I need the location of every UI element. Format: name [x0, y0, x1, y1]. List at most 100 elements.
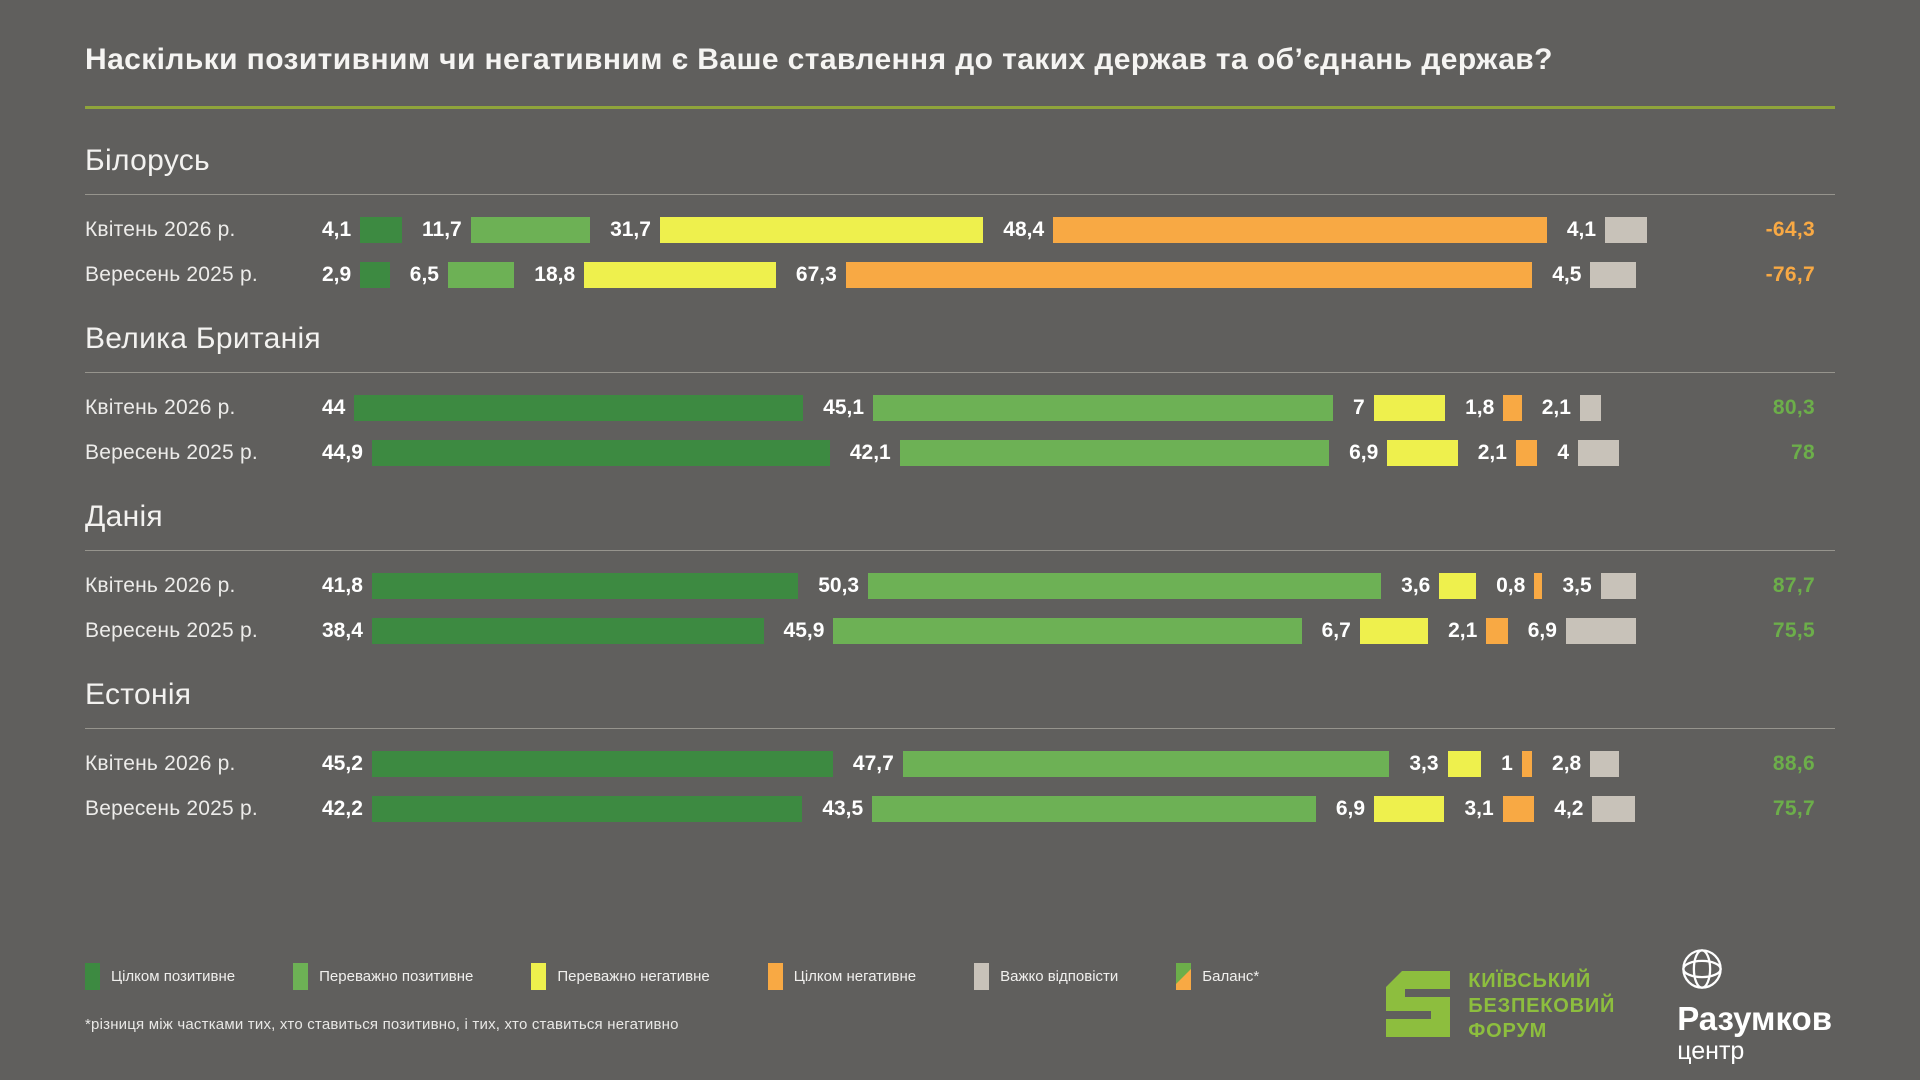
segment-bar [1486, 617, 1508, 644]
segment-value: 4,5 [1552, 262, 1582, 286]
bar-segment: 6,9 [1336, 795, 1445, 822]
legend-label: Важко відповісти [1000, 968, 1119, 985]
segment-value: 2,1 [1448, 618, 1478, 642]
bar-segment: 2,8 [1552, 750, 1619, 777]
segment-bar [902, 750, 1390, 777]
bar-segment: 50,3 [818, 572, 1382, 599]
bar-segment: 42,1 [850, 439, 1330, 466]
segment-bar [899, 439, 1330, 466]
ksf-logo-text: КИЇВСЬКИЙ БЕЗПЕКОВИЙ ФОРУМ [1468, 969, 1615, 1044]
balance-value: -64,3 [1765, 217, 1815, 241]
segment-value: 3,5 [1562, 573, 1592, 597]
ksf-logo-icon [1386, 971, 1451, 1042]
country-section: Данія Квітень 2026 р. 41,8 50,3 3,6 0,8 3,5 87,… [85, 499, 1835, 653]
segment-value: 45,2 [322, 751, 363, 775]
segment-value: 4 [1557, 440, 1569, 464]
segment-bar [1373, 394, 1446, 421]
segment-value: 4,2 [1554, 796, 1584, 820]
segment-value: 31,7 [610, 217, 651, 241]
segment-bar [1359, 617, 1429, 644]
bar-segment: 2,1 [1542, 394, 1602, 421]
survey-row: Квітень 2026 р. 45,2 47,7 3,3 1 2,8 88,6 [85, 741, 1835, 786]
segment-bar [1503, 394, 1522, 421]
title-underline [85, 106, 1835, 109]
segment-bar [1374, 795, 1445, 822]
country-title: Данія [85, 500, 163, 533]
segment-value: 45,1 [823, 395, 865, 419]
row-period-label: Квітень 2026 р. [85, 395, 236, 419]
segment-value: 3,3 [1409, 751, 1439, 775]
bar-segment: 1,8 [1465, 394, 1522, 421]
segment-value: 44 [322, 395, 346, 419]
segment-bar [1502, 795, 1535, 822]
bar-segment: 42,2 [322, 795, 803, 822]
segment-value: 42,2 [322, 796, 363, 820]
balance-value: -76,7 [1765, 262, 1815, 286]
bar-segment: 18,8 [534, 261, 776, 288]
bar-segment: 3,1 [1464, 795, 1535, 822]
page-title: Наскільки позитивним чи негативним є Ваш… [85, 43, 1553, 76]
section-rows: Квітень 2026 р. 45,2 47,7 3,3 1 2,8 88,6 Вересе… [85, 729, 1835, 831]
segment-value: 4,1 [322, 217, 352, 241]
section-divider [85, 550, 1835, 551]
segment-bar [371, 617, 764, 644]
segment-bar [371, 439, 830, 466]
bar-segment: 47,7 [853, 750, 1390, 777]
segment-bar [845, 261, 1533, 288]
survey-row: Вересень 2025 р. 38,4 45,9 6,7 2,1 6,9 75,5 [85, 608, 1835, 653]
bar-segment: 2,1 [1477, 439, 1538, 466]
segment-bar [1053, 216, 1547, 243]
segment-bar [659, 216, 984, 243]
bar-segment: 2,9 [322, 261, 390, 288]
balance-value: 75,7 [1772, 796, 1815, 820]
ksf-logo-line: ФОРУМ [1468, 1020, 1548, 1042]
segment-bar [584, 261, 776, 288]
legend: Цілком позитивне Переважно позитивне Перев… [85, 963, 1317, 990]
bar-segment: 6,9 [1528, 617, 1637, 644]
survey-row: Вересень 2025 р. 44,9 42,1 6,9 2,1 4 78 [85, 430, 1835, 475]
segment-value: 50,3 [818, 573, 860, 597]
segment-bar [868, 572, 1382, 599]
row-period-label: Квітень 2026 р. [85, 573, 236, 597]
row-period-label: Квітень 2026 р. [85, 751, 236, 775]
legend-label: Цілком позитивне [111, 968, 236, 985]
legend-item: Цілком негативне [767, 963, 916, 990]
bar-segment: 45,2 [322, 750, 833, 777]
bar-segment: 44,9 [322, 439, 830, 466]
bar-segment: 44 [322, 394, 804, 421]
segment-bar [1387, 439, 1458, 466]
bar-segment: 4,1 [1567, 216, 1647, 243]
legend-swatch-icon [85, 963, 100, 990]
bar-segment: 11,7 [422, 216, 591, 243]
segment-value: 7 [1353, 395, 1365, 419]
balance-swatch-icon [1176, 963, 1192, 990]
segment-bar [833, 617, 1302, 644]
segment-value: 3,1 [1464, 796, 1494, 820]
bar-segment: 3,3 [1409, 750, 1482, 777]
country-title: Білорусь [85, 144, 210, 177]
segment-bar [1439, 572, 1477, 599]
segment-value: 2,1 [1477, 440, 1507, 464]
bar-segment: 4,1 [322, 216, 403, 243]
balance-value: 80,3 [1772, 395, 1815, 419]
section-divider [85, 372, 1835, 373]
globe-icon [1681, 948, 1723, 995]
segment-value: 1,8 [1465, 395, 1495, 419]
legend-item: Цілком позитивне [85, 963, 235, 990]
segment-value: 6,7 [1321, 618, 1351, 642]
segment-bar [371, 795, 803, 822]
logos: КИЇВСЬКИЙ БЕЗПЕКОВИЙ ФОРУМ Разумков цент… [1386, 948, 1832, 1065]
country-title: Велика Британія [85, 322, 321, 355]
segment-value: 44,9 [322, 440, 363, 464]
row-period-label: Вересень 2025 р. [85, 618, 258, 642]
bar-segment: 6,7 [1321, 617, 1429, 644]
legend-swatch-icon [974, 963, 990, 990]
segment-value: 0,8 [1496, 573, 1526, 597]
segment-bar [1579, 394, 1602, 421]
bar-segment: 31,7 [610, 216, 984, 243]
footnote: *різниця між частками тих, хто ставиться… [85, 1016, 679, 1033]
segment-bar [371, 572, 799, 599]
bar-segment: 7 [1353, 394, 1446, 421]
balance-value: 78 [1791, 440, 1815, 464]
segment-value: 6,9 [1349, 440, 1379, 464]
